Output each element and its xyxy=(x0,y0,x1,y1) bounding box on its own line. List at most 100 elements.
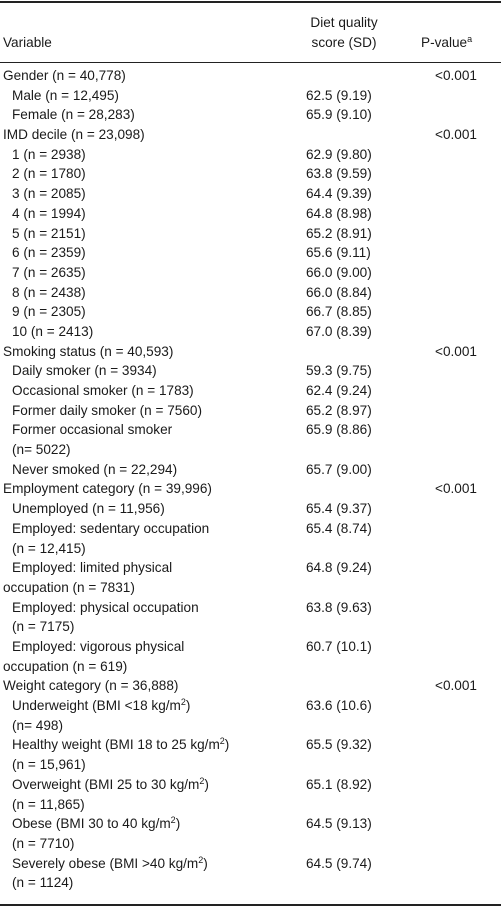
row-diet-quality-score: 65.1 (8.92) xyxy=(306,776,372,792)
table-body: Gender (n = 40,778) <0.001 Male (n = 12,49… xyxy=(0,66,501,893)
table-group-row: Employment category (n = 39,996) <0.001 xyxy=(0,479,501,499)
row-variable: Daily smoker (n = 3934) xyxy=(12,363,157,379)
row-variable: Severely obese (BMI >40 kg/m2) (n = 1124) xyxy=(12,854,302,893)
row-variable: Former occasional smoker (n= 5022) xyxy=(12,420,302,459)
table-group-row: Gender (n = 40,778) <0.001 xyxy=(0,66,501,86)
row-p-value: <0.001 xyxy=(435,678,477,694)
header-diet-quality-score: Diet quality score (SD) xyxy=(296,13,392,52)
row-diet-quality-score: 63.8 (9.63) xyxy=(306,599,372,615)
row-variable-text: Former occasional smoker xyxy=(12,422,173,438)
row-variable: Smoking status (n = 40,593) xyxy=(3,343,174,359)
row-variable-line2: (n = 1124) xyxy=(12,875,74,891)
table-row: 7 (n = 2635) 66.0 (9.00) xyxy=(0,263,501,283)
row-variable-text: Severely obese (BMI >40 kg/m xyxy=(12,855,199,871)
row-variable: 5 (n = 2151) xyxy=(12,225,86,241)
row-diet-quality-score: 63.8 (9.59) xyxy=(306,166,372,182)
row-variable-line1: Obese (BMI 30 to 40 kg/m2) xyxy=(12,814,302,834)
row-variable: Employed: physical occupation (n = 7175) xyxy=(12,598,302,637)
row-variable: Never smoked (n = 22,294) xyxy=(12,461,178,477)
row-p-value: <0.001 xyxy=(435,127,477,143)
row-variable: Obese (BMI 30 to 40 kg/m2) (n = 7710) xyxy=(12,814,302,853)
row-diet-quality-score: 64.5 (9.13) xyxy=(306,816,372,832)
row-variable-line2: (n = 15,961) xyxy=(12,757,86,773)
row-diet-quality-score: 65.9 (8.86) xyxy=(306,422,372,438)
row-diet-quality-score: 65.2 (8.97) xyxy=(306,402,372,418)
row-variable-text-end: ) xyxy=(203,855,208,871)
row-variable-line2: occupation (n = 7831) xyxy=(3,579,135,595)
row-variable: IMD decile (n = 23,098) xyxy=(3,127,145,143)
table-row: 4 (n = 1994) 64.8 (8.98) xyxy=(0,204,501,224)
table-row: Overweight (BMI 25 to 30 kg/m2) (n = 11,8… xyxy=(0,775,501,814)
row-variable-line1: Employed: physical occupation xyxy=(12,598,302,618)
row-variable-line1: Employed: limited physical xyxy=(12,560,173,576)
table-row: 1 (n = 2938) 62.9 (9.80) xyxy=(0,145,501,165)
row-variable-line1: Employed: sedentary occupation xyxy=(12,519,302,539)
row-diet-quality-score: 64.5 (9.74) xyxy=(306,855,372,871)
table-row: Employed: vigorous physical occupation (n… xyxy=(0,637,501,676)
superscript: 2 xyxy=(219,736,225,747)
row-variable: 6 (n = 2359) xyxy=(12,245,86,261)
row-diet-quality-score: 65.7 (9.00) xyxy=(306,461,372,477)
table-row: 10 (n = 2413) 67.0 (8.39) xyxy=(0,322,501,342)
row-diet-quality-score: 65.2 (8.91) xyxy=(306,225,372,241)
header-p-value: P-valuea xyxy=(421,33,472,52)
row-variable-text: Overweight (BMI 25 to 30 kg/m xyxy=(12,776,200,792)
table-row: 2 (n = 1780) 63.8 (9.59) xyxy=(0,164,501,184)
row-variable-line1: Overweight (BMI 25 to 30 kg/m2) xyxy=(12,775,302,795)
row-diet-quality-score: 62.5 (9.19) xyxy=(306,87,372,103)
table-row: Underweight (BMI <18 kg/m2) (n= 498) 63.6 … xyxy=(0,696,501,735)
row-variable-line1: Healthy weight (BMI 18 to 25 kg/m2) xyxy=(12,735,302,755)
row-diet-quality-score: 64.8 (9.24) xyxy=(306,560,372,576)
row-variable-line2: (n = 11,865) xyxy=(12,796,85,812)
row-variable-line2: (n= 498) xyxy=(12,717,64,733)
row-p-value: <0.001 xyxy=(435,343,477,359)
row-diet-quality-score: 62.4 (9.24) xyxy=(306,383,372,398)
row-variable: 10 (n = 2413) xyxy=(12,323,94,339)
table-row: Unemployed (n = 11,956) 65.4 (9.37) xyxy=(0,499,501,519)
superscript: 2 xyxy=(198,854,204,865)
row-variable-line2: occupation (n = 619) xyxy=(3,658,128,674)
row-variable: Underweight (BMI <18 kg/m2) (n= 498) xyxy=(12,696,302,735)
row-variable-line2: (n = 7710) xyxy=(12,835,75,851)
row-variable-text: Employed: sedentary occupation xyxy=(12,520,210,536)
row-variable: Employment category (n = 39,996) xyxy=(3,481,212,497)
table-row: Former daily smoker (n = 7560) 65.2 (8.97… xyxy=(0,401,501,421)
row-diet-quality-score: 65.6 (9.11) xyxy=(306,245,371,261)
row-variable: Gender (n = 40,778) xyxy=(3,68,126,83)
row-diet-quality-score: 59.3 (9.75) xyxy=(306,363,372,379)
row-diet-quality-score: 65.4 (8.74) xyxy=(306,520,372,536)
row-variable-text: Underweight (BMI <18 kg/m xyxy=(12,698,181,714)
row-diet-quality-score: 64.8 (8.98) xyxy=(306,205,372,221)
table-row: Severely obese (BMI >40 kg/m2) (n = 1124)… xyxy=(0,854,501,893)
header-variable: Variable xyxy=(3,35,52,50)
table-row: 9 (n = 2305) 66.7 (8.85) xyxy=(0,302,501,322)
row-variable: 3 (n = 2085) xyxy=(12,186,86,202)
table-row: Male (n = 12,495) 62.5 (9.19) xyxy=(0,86,501,106)
row-variable-line2: (n = 7175) xyxy=(12,619,75,635)
table-row: Daily smoker (n = 3934) 59.3 (9.75) xyxy=(0,361,501,381)
row-variable: 2 (n = 1780) xyxy=(12,166,86,182)
table-row: 8 (n = 2438) 66.0 (8.84) xyxy=(0,283,501,303)
row-variable: 8 (n = 2438) xyxy=(12,284,86,300)
row-variable-line1: Former occasional smoker xyxy=(12,420,302,440)
row-variable: Overweight (BMI 25 to 30 kg/m2) (n = 11,8… xyxy=(12,775,302,814)
row-variable-text: Healthy weight (BMI 18 to 25 kg/m xyxy=(12,737,220,753)
row-variable: 1 (n = 2938) xyxy=(12,146,86,162)
row-p-value: <0.001 xyxy=(435,68,477,83)
row-diet-quality-score: 66.0 (9.00) xyxy=(306,264,372,280)
row-variable: Former daily smoker (n = 7560) xyxy=(12,402,203,418)
row-diet-quality-score: 65.9 (9.10) xyxy=(306,107,372,123)
row-variable: 9 (n = 2305) xyxy=(12,304,86,320)
row-variable-line2: (n = 12,415) xyxy=(12,540,86,556)
row-variable-text: Employed: physical occupation xyxy=(12,599,199,615)
superscript: 2 xyxy=(170,815,176,826)
table-group-row: Weight category (n = 36,888) <0.001 xyxy=(0,676,501,696)
table-row: Former occasional smoker (n= 5022) 65.9 (8… xyxy=(0,420,501,459)
table-row: 6 (n = 2359) 65.6 (9.11) xyxy=(0,243,501,263)
row-variable-line1: Severely obese (BMI >40 kg/m2) xyxy=(12,854,302,874)
row-diet-quality-score: 66.0 (8.84) xyxy=(306,284,372,300)
row-diet-quality-score: 63.6 (10.6) xyxy=(306,698,372,714)
superscript: 2 xyxy=(180,697,186,708)
row-diet-quality-score: 60.7 (10.1) xyxy=(306,639,372,654)
